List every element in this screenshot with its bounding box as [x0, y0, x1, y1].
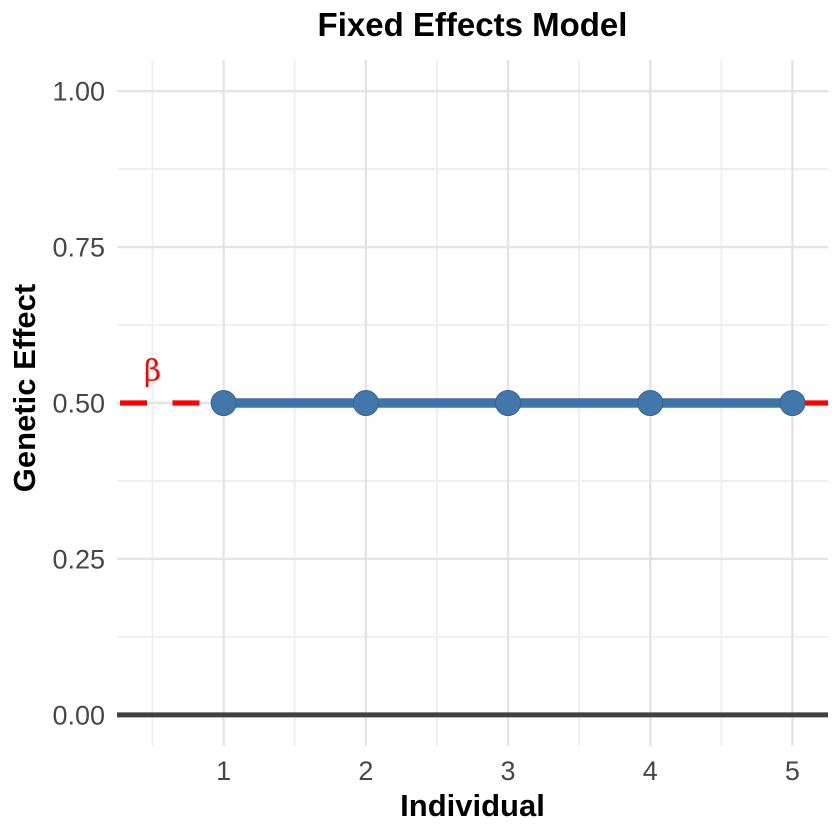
y-tick-label: 1.00 — [52, 77, 105, 107]
beta-annotation-label: β — [144, 354, 161, 389]
data-point — [352, 390, 379, 416]
data-point — [495, 390, 522, 416]
y-tick-label: 0.75 — [52, 233, 105, 263]
x-tick-label: 2 — [358, 756, 373, 786]
x-tick-label: 3 — [501, 756, 516, 786]
data-point — [637, 390, 664, 416]
data-point — [779, 390, 806, 416]
x-axis-title: Individual — [400, 788, 545, 823]
x-tick-label: 4 — [643, 756, 658, 786]
y-tick-label: 0.25 — [52, 544, 105, 574]
y-tick-label: 0.00 — [52, 700, 105, 730]
data-point — [210, 390, 237, 416]
x-tick-label: 1 — [216, 756, 231, 786]
chart-title: Fixed Effects Model — [317, 6, 628, 43]
y-tick-label: 0.50 — [52, 389, 105, 419]
x-tick-label: 5 — [785, 756, 800, 786]
